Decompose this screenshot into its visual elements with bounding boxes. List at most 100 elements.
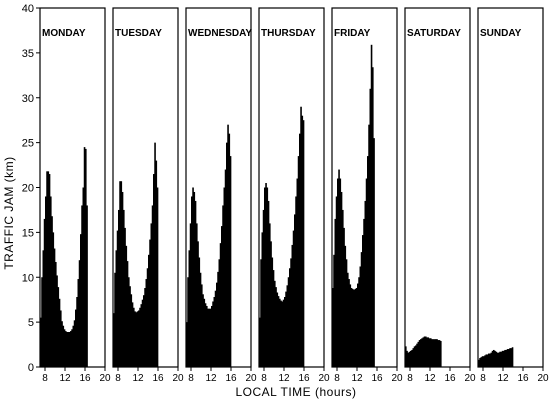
bar [139, 307, 141, 367]
bar [355, 288, 358, 367]
x-tick-label: 16 [79, 373, 91, 384]
bar [299, 133, 301, 367]
bar [68, 332, 71, 367]
bar [61, 321, 63, 367]
bar [365, 178, 368, 367]
bar [479, 358, 481, 367]
bar [333, 254, 335, 367]
bar [51, 216, 53, 367]
bar [42, 250, 45, 367]
bar [506, 349, 509, 367]
x-tick-label: 12 [59, 373, 71, 384]
bar [282, 299, 285, 367]
bar [286, 285, 289, 367]
y-tick-label: 0 [28, 362, 34, 374]
bar [43, 218, 46, 367]
bar [484, 355, 486, 367]
bar [146, 268, 149, 367]
bar [76, 297, 78, 367]
day-label: SATURDAY [407, 28, 461, 39]
bar [274, 280, 276, 367]
bar [490, 352, 493, 367]
bar [145, 279, 148, 367]
bar [261, 232, 264, 368]
bar [75, 309, 77, 367]
x-axis-label: LOCAL TIME (hours) [235, 385, 356, 399]
bar [192, 187, 194, 367]
bar [410, 350, 412, 367]
bar [420, 339, 422, 367]
bar [116, 230, 119, 367]
bar [340, 191, 343, 367]
bar [489, 353, 491, 367]
bar [295, 196, 297, 367]
bar [60, 310, 62, 367]
bar [281, 301, 284, 367]
bar [413, 346, 416, 367]
bar [440, 340, 442, 367]
bar [130, 294, 133, 367]
bar [148, 254, 150, 367]
x-tick-label: 20 [318, 373, 330, 384]
bar [134, 311, 136, 367]
bar [120, 181, 123, 367]
bar [206, 305, 208, 367]
bar [126, 261, 129, 367]
bar [422, 337, 425, 367]
bar [358, 277, 360, 367]
bar [337, 178, 339, 367]
bar [47, 171, 50, 367]
panel-frame [331, 7, 398, 368]
bar [499, 351, 501, 367]
bar [150, 223, 153, 367]
bar [495, 351, 498, 367]
bar [144, 288, 146, 367]
bar [435, 339, 437, 367]
bar [338, 169, 340, 367]
bar [151, 205, 154, 367]
bar [289, 268, 291, 367]
bar [81, 205, 83, 367]
bar [425, 336, 427, 367]
x-tick-label: 16 [371, 373, 383, 384]
bar [407, 352, 410, 367]
bar [481, 356, 484, 367]
bar [133, 307, 135, 367]
bar [62, 325, 65, 367]
bar [296, 178, 299, 367]
bar [511, 347, 514, 367]
bar [498, 352, 500, 367]
bar [496, 352, 499, 367]
x-tick-label: 12 [351, 373, 363, 384]
bar [291, 244, 294, 367]
bar [334, 218, 337, 367]
bar [223, 187, 226, 367]
bar [121, 191, 124, 367]
bar [343, 227, 345, 367]
bar [488, 353, 490, 367]
bar [266, 187, 269, 367]
bar [342, 209, 344, 367]
bar [46, 171, 48, 367]
bar [290, 258, 292, 367]
x-tick-label: 8 [407, 373, 413, 384]
bar [204, 303, 207, 367]
bar [123, 209, 125, 367]
bar [48, 174, 51, 367]
bar [196, 223, 198, 367]
bar [41, 277, 43, 367]
bar [436, 339, 438, 367]
bar [373, 138, 375, 367]
bar [193, 191, 196, 367]
x-tick-label: 12 [205, 373, 217, 384]
bar [372, 67, 374, 368]
bar [212, 301, 214, 367]
panel-sunday: SUNDAY 8 12 16 20 [477, 7, 549, 384]
bar [149, 239, 151, 367]
bar [359, 266, 362, 367]
bar [262, 209, 265, 367]
bar [216, 282, 218, 367]
bar [66, 332, 68, 367]
bar [277, 296, 280, 367]
bar [505, 349, 508, 367]
